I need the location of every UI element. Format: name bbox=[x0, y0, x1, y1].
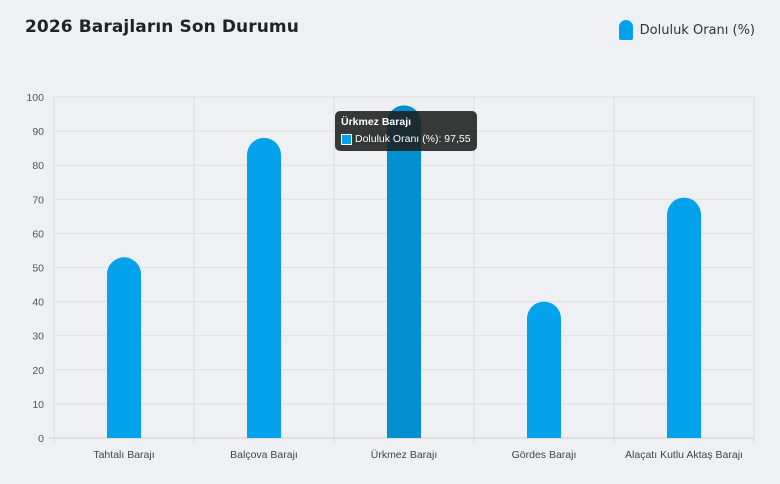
label-layer: 0 10 20 30 40 50 60 70 80 90 100 Tahtalı Barajı Balç… bbox=[26, 92, 742, 461]
y-tick-label: 60 bbox=[32, 228, 44, 240]
x-tick-label: Alaçatı Kutlu Aktaş Barajı bbox=[625, 449, 743, 461]
bar bbox=[107, 257, 141, 438]
legend-label: Doluluk Oranı (%) bbox=[639, 22, 755, 38]
y-tick-label: 30 bbox=[32, 331, 44, 343]
bar bbox=[667, 197, 701, 438]
chart-legend[interactable]: Doluluk Oranı (%) bbox=[618, 20, 755, 40]
tooltip-title: Ürkmez Barajı bbox=[341, 116, 412, 128]
x-tick-label: Gördes Barajı bbox=[512, 449, 577, 461]
y-tick-label: 50 bbox=[32, 263, 44, 275]
bar bbox=[387, 105, 421, 439]
y-tick-label: 70 bbox=[32, 194, 44, 206]
tooltip-row: Doluluk Oranı (%): 97,55 bbox=[341, 133, 471, 145]
x-tick-label: Tahtalı Barajı bbox=[93, 449, 154, 461]
bar-layer bbox=[107, 105, 701, 439]
x-tick-label: Ürkmez Barajı bbox=[371, 449, 438, 461]
y-tick-label: 90 bbox=[32, 126, 44, 138]
chart-title: 2026 Barajların Son Durumu bbox=[25, 17, 299, 37]
y-tick-label: 20 bbox=[32, 365, 44, 377]
bar bbox=[527, 301, 561, 438]
bar bbox=[247, 137, 281, 439]
legend-swatch bbox=[618, 20, 633, 40]
x-tick-label: Balçova Barajı bbox=[230, 449, 298, 461]
bar-tooltip: Ürkmez Barajı Doluluk Oranı (%): 97,55 bbox=[335, 111, 477, 151]
y-tick-label: 10 bbox=[32, 399, 44, 411]
y-tick-label: 100 bbox=[26, 92, 44, 104]
y-tick-label: 40 bbox=[32, 297, 44, 309]
y-tick-label: 0 bbox=[38, 433, 44, 445]
tooltip-label: Doluluk Oranı (%): 97,55 bbox=[355, 133, 471, 145]
tooltip-swatch bbox=[341, 133, 352, 145]
y-tick-label: 80 bbox=[32, 160, 44, 172]
